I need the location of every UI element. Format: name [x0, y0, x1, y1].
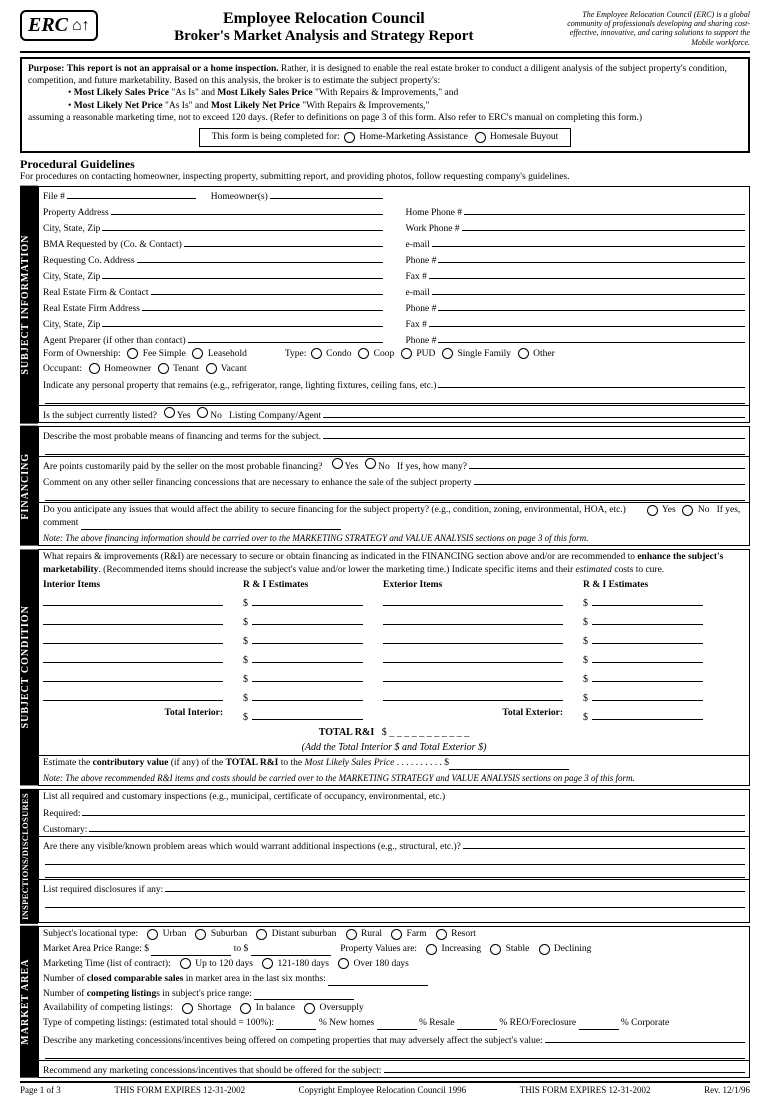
section-subject-condition: What repairs & improvements (R&I) are ne…	[38, 549, 750, 785]
page-footer: Page 1 of 3THIS FORM EXPIRES 12-31-2002C…	[20, 1081, 750, 1095]
report-title: Broker's Market Analysis and Strategy Re…	[98, 28, 550, 45]
tab-subject-condition: SUBJECT CONDITION	[20, 549, 38, 785]
tab-inspections: INSPECTIONS/DISCLOSURES	[20, 789, 38, 924]
page-header: ERC⌂↑ Employee Relocation Council Broker…	[20, 10, 750, 53]
tab-financing: FINANCING	[20, 426, 38, 546]
tab-market-area: MARKET AREA	[20, 926, 38, 1078]
erc-logo: ERC⌂↑	[20, 10, 98, 41]
form-for-box: This form is being completed for: Home-M…	[199, 128, 572, 146]
radio-buyout[interactable]	[475, 132, 486, 143]
purpose-box: Purpose: This report is not an appraisal…	[20, 57, 750, 153]
section-subject-info: File #Homeowner(s) Property AddressHome …	[38, 186, 750, 424]
section-market-area: Subject's locational type: Urban Suburba…	[38, 926, 750, 1078]
section-financing: Describe the most probable means of fina…	[38, 426, 750, 546]
section-inspections: List all required and customary inspecti…	[38, 789, 750, 924]
radio-hma[interactable]	[344, 132, 355, 143]
org-name: Employee Relocation Council	[98, 10, 550, 28]
tagline: The Employee Relocation Council (ERC) is…	[550, 10, 750, 47]
procedural: Procedural GuidelinesFor procedures on c…	[20, 157, 750, 182]
house-icon: ⌂↑	[72, 17, 90, 35]
tab-subject-info: SUBJECT INFORMATION	[20, 186, 38, 424]
